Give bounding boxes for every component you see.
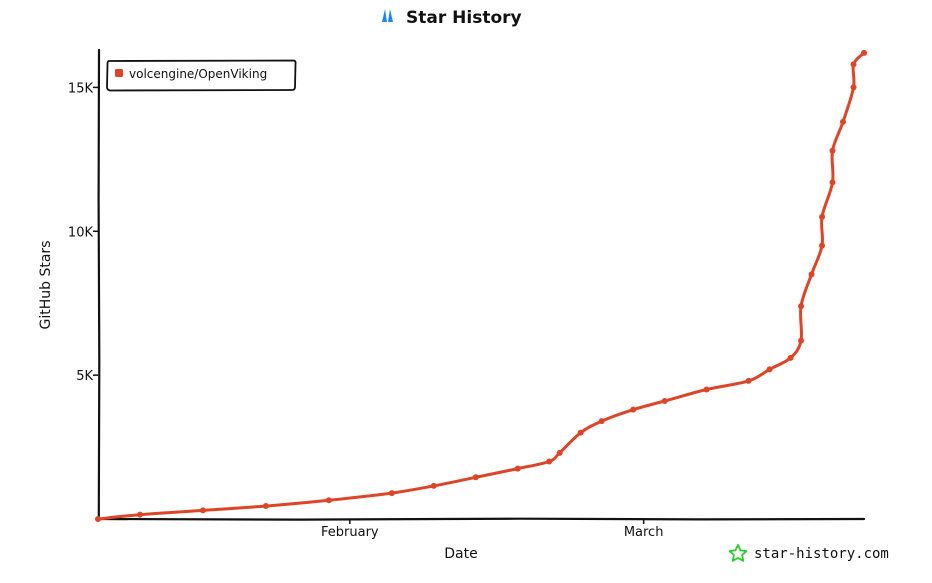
data-point[interactable] bbox=[598, 418, 605, 425]
data-point[interactable] bbox=[703, 386, 710, 393]
data-point[interactable] bbox=[514, 465, 521, 472]
star-outline-icon bbox=[728, 544, 748, 562]
x-tick-label: February bbox=[321, 525, 379, 540]
data-point[interactable] bbox=[630, 406, 637, 413]
data-point[interactable] bbox=[798, 303, 805, 310]
data-point[interactable] bbox=[745, 377, 752, 384]
data-point[interactable] bbox=[819, 242, 826, 249]
data-point[interactable] bbox=[472, 474, 479, 481]
data-point[interactable] bbox=[787, 354, 794, 361]
legend-box bbox=[106, 59, 297, 92]
data-point[interactable] bbox=[850, 84, 857, 91]
data-point[interactable] bbox=[430, 482, 437, 489]
data-point[interactable] bbox=[262, 503, 269, 510]
chart-title: Star History bbox=[382, 8, 522, 28]
watermark-text: star-history.com bbox=[754, 546, 889, 562]
data-point[interactable] bbox=[556, 449, 563, 456]
y-ticks: 5K 10K 15K bbox=[68, 81, 98, 384]
y-axis-title: GitHub Stars bbox=[38, 241, 54, 330]
y-tick-label: 5K bbox=[76, 369, 93, 384]
x-ticks: February March bbox=[321, 519, 663, 540]
x-tick-label: March bbox=[624, 525, 664, 540]
y-tick-label: 15K bbox=[68, 81, 94, 96]
data-point[interactable] bbox=[850, 61, 857, 68]
data-point[interactable] bbox=[840, 118, 847, 125]
data-point[interactable] bbox=[325, 497, 332, 504]
data-point[interactable] bbox=[808, 271, 815, 278]
data-point[interactable] bbox=[546, 458, 553, 465]
axes bbox=[96, 48, 866, 521]
y-axis-line bbox=[97, 48, 101, 521]
data-point[interactable] bbox=[199, 507, 206, 514]
data-point[interactable] bbox=[829, 179, 836, 186]
x-axis-title: Date bbox=[444, 546, 477, 562]
legend: volcengine/OpenViking bbox=[106, 59, 297, 92]
data-point[interactable] bbox=[577, 429, 584, 436]
series-line bbox=[96, 51, 866, 521]
data-point[interactable] bbox=[95, 516, 101, 522]
data-point[interactable] bbox=[798, 337, 805, 344]
x-axis-line bbox=[96, 517, 866, 521]
data-point[interactable] bbox=[819, 213, 826, 220]
data-point[interactable] bbox=[388, 490, 395, 497]
legend-swatch bbox=[115, 69, 123, 77]
data-point[interactable] bbox=[766, 366, 773, 373]
watermark[interactable]: star-history.com bbox=[728, 544, 889, 562]
chart-title-text: Star History bbox=[406, 8, 522, 28]
data-point[interactable] bbox=[829, 147, 836, 154]
series-layer bbox=[95, 49, 867, 522]
data-point[interactable] bbox=[661, 398, 668, 405]
data-point[interactable] bbox=[861, 49, 867, 56]
y-tick-label: 10K bbox=[68, 225, 94, 240]
data-point[interactable] bbox=[136, 511, 143, 518]
star-history-logo-icon bbox=[382, 9, 393, 22]
legend-label: volcengine/OpenViking bbox=[129, 67, 267, 81]
